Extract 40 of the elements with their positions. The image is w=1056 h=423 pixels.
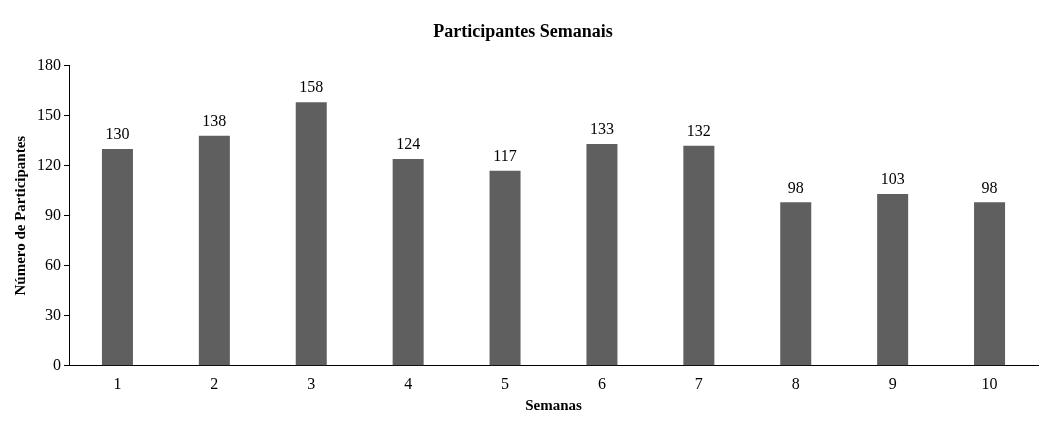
y-tick-label: 150 [37,105,61,123]
x-tick-label: 2 [210,374,219,392]
bar [101,148,133,366]
x-tick-label: 10 [981,374,998,392]
data-label: 98 [981,178,998,196]
data-label: 98 [787,178,804,196]
bar [877,194,909,366]
chart-title: Participantes Semanais [433,21,613,42]
x-tick-label: 1 [113,374,122,392]
y-tick-label: 0 [53,356,61,373]
bar [295,102,327,366]
y-tick-label: 120 [37,155,61,173]
bar [780,202,812,366]
x-tick-label: 8 [791,374,800,392]
bar [586,143,618,366]
bar [489,170,521,366]
data-label: 117 [493,146,517,164]
bar [392,159,424,366]
data-label: 103 [880,170,905,188]
bar [198,135,230,366]
y-tick-label: 30 [45,305,61,323]
data-label: 158 [299,78,324,96]
data-label: 132 [686,121,711,139]
data-label: 133 [589,120,614,138]
bar [974,202,1006,366]
x-tick-label: 6 [597,374,606,392]
data-label: 138 [202,111,227,129]
y-axis-title: Número de Participantes [11,135,28,296]
x-axis-title: Semanas [525,396,582,413]
x-tick-label: 7 [694,374,703,392]
x-tick-label: 9 [888,374,897,392]
data-label: 130 [105,125,130,143]
bar [683,145,715,366]
x-tick-label: 4 [404,374,413,392]
y-tick-label: 180 [37,55,61,73]
x-tick-label: 5 [501,374,510,392]
data-label: 124 [396,135,421,153]
y-tick-label: 90 [45,205,61,223]
x-tick-label: 3 [307,374,316,392]
y-tick-label: 60 [45,255,61,273]
